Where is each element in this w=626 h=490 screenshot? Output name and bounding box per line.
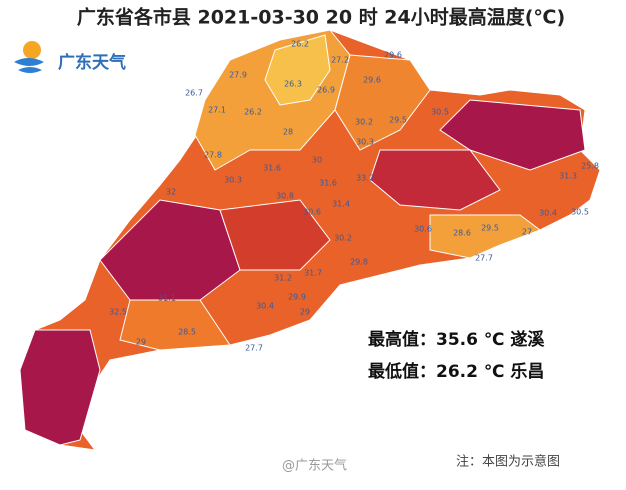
temperature-label: 27: [522, 228, 532, 237]
temperature-label: 28.5: [178, 328, 196, 337]
temperature-label: 29: [300, 308, 310, 317]
temperature-label: 30.5: [431, 108, 449, 117]
temperature-label: 30.3: [224, 176, 242, 185]
temperature-label: 31.6: [319, 179, 337, 188]
temperature-label: 30.3: [356, 138, 374, 147]
temperature-label: 31.6: [263, 164, 281, 173]
temperature-label: 26.9: [317, 86, 335, 95]
temperature-label: 30: [312, 156, 322, 165]
temperature-label: 29.5: [481, 224, 499, 233]
temperature-label: 29.6: [363, 76, 381, 85]
temperature-label: 30.6: [414, 225, 432, 234]
temperature-labels: 26.2 29.6 27.2 27.9 26.3 26.9 29.6 26.7 27.1 26.2…: [109, 40, 599, 353]
temperature-label: 27.7: [475, 254, 493, 263]
temperature-label: 26.2: [244, 108, 262, 117]
temperature-label: 33.2: [356, 174, 374, 183]
watermark: @广东天气: [282, 458, 347, 474]
max-value: 最高值：35.6 ℃ 遂溪: [368, 329, 545, 350]
temperature-label: 30.4: [256, 302, 274, 311]
temperature-label: 31.1: [158, 294, 176, 303]
logo-text: 广东天气: [58, 52, 126, 73]
temperature-label: 31.2: [274, 274, 292, 283]
temperature-label: 28: [283, 128, 293, 137]
temperature-label: 30.6: [303, 208, 321, 217]
temperature-label: 31.3: [559, 172, 577, 181]
temperature-label: 29.6: [384, 51, 402, 60]
temperature-label: 31.7: [304, 269, 322, 278]
temperature-label: 25.8: [581, 162, 599, 171]
temperature-label: 30.5: [571, 208, 589, 217]
province-map: [19, 29, 601, 451]
temperature-label: 26.3: [284, 80, 302, 89]
temperature-label: 27.9: [229, 71, 247, 80]
temperature-label: 26.2: [291, 40, 309, 49]
temperature-label: 27.1: [208, 106, 226, 115]
temperature-label: 27.8: [204, 151, 222, 160]
temperature-label: 29: [136, 338, 146, 347]
min-value: 最低值：26.2 ℃ 乐昌: [368, 361, 544, 382]
temperature-label: 32.5: [109, 308, 127, 317]
temperature-label: 30.4: [539, 209, 557, 218]
temperature-label: 28.6: [453, 229, 471, 238]
temperature-label: 31.4: [332, 200, 350, 209]
temperature-label: 30.8: [276, 192, 294, 201]
temperature-label: 29.9: [288, 293, 306, 302]
note: 注：本图为示意图: [456, 454, 560, 470]
logo-icon: [14, 41, 44, 73]
temperature-label: 26.7: [185, 89, 203, 98]
title: 广东省各市县 2021-03-30 20 时 24小时最高温度(℃): [77, 6, 565, 29]
temperature-label: 29.5: [389, 116, 407, 125]
temperature-label: 27.2: [331, 56, 349, 65]
temperature-label: 27.7: [245, 344, 263, 353]
temperature-label: 30.2: [334, 234, 352, 243]
temperature-label: 30.2: [355, 118, 373, 127]
temperature-label: 32: [166, 188, 176, 197]
temperature-label: 29.8: [350, 258, 368, 267]
